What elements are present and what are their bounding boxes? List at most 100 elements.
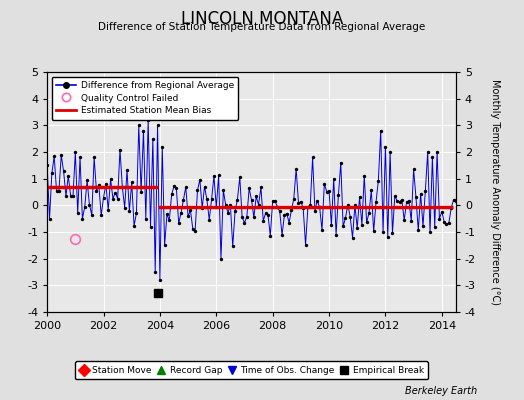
Point [174,220,183,227]
Point [83,177,91,184]
Point [210,173,218,179]
Point [393,198,401,204]
Point [195,176,204,183]
Point [365,210,373,216]
Point [398,196,406,203]
Point [301,242,310,248]
Point [304,204,312,210]
Text: Difference of Station Temperature Data from Regional Average: Difference of Station Temperature Data f… [99,22,425,32]
Point [313,198,322,204]
Point [309,154,317,161]
Point [452,198,460,204]
Point [177,210,185,216]
Point [127,179,136,186]
Point [67,193,75,199]
Point [121,205,129,211]
Point [297,198,305,205]
Point [193,187,202,194]
Point [433,149,441,155]
Point [450,197,458,203]
Point [222,202,230,208]
Point [189,226,197,232]
Point [184,213,192,220]
Point [97,212,105,218]
Point [423,149,432,155]
Point [109,196,117,202]
Point [294,200,303,206]
Point [395,198,403,205]
Point [287,207,296,213]
Point [247,197,256,203]
Point [463,149,472,156]
Point [57,152,66,158]
Point [212,204,221,210]
Point [259,218,267,224]
Point [458,174,467,181]
Point [92,188,101,194]
Point [369,228,378,234]
Point [417,190,425,197]
Point [407,218,416,224]
Point [358,222,366,228]
Point [233,196,242,203]
Point [203,196,211,203]
Point [186,207,194,214]
Point [461,209,470,215]
Point [341,215,350,221]
Point [132,210,140,216]
Point [419,223,427,229]
Point [363,219,371,226]
Point [81,204,89,210]
Point [322,188,331,195]
Point [414,227,422,234]
Point [282,210,291,217]
Point [102,181,110,188]
Point [315,204,324,210]
Point [440,218,449,225]
Point [54,188,63,194]
Point [205,216,213,223]
Point [137,189,145,195]
Point [219,187,227,194]
Point [85,202,94,208]
Point [254,202,263,208]
Point [144,117,152,123]
Point [170,183,178,189]
Point [106,176,115,182]
Point [257,184,265,190]
Point [214,172,223,178]
Point [249,214,258,220]
Point [276,208,284,214]
Point [367,187,376,194]
Point [52,188,61,194]
Point [346,214,354,220]
Point [90,154,99,160]
Text: Berkeley Earth: Berkeley Earth [405,386,477,396]
Point [181,184,190,190]
Point [156,277,164,283]
Point [228,243,237,250]
Point [381,144,390,150]
Point [264,211,272,218]
Point [130,223,138,229]
Point [442,221,451,228]
Point [208,196,216,203]
Point [344,202,352,208]
Point [45,216,53,222]
Point [50,153,58,160]
Point [386,149,394,155]
Point [125,208,134,214]
Point [271,198,279,205]
Point [172,185,181,191]
Point [48,170,56,176]
Point [245,185,254,192]
Point [59,168,68,174]
Point [447,205,455,212]
Point [400,217,408,224]
Point [332,232,340,238]
Point [135,122,143,128]
Legend: Station Move, Record Gap, Time of Obs. Change, Empirical Break: Station Move, Record Gap, Time of Obs. C… [75,362,428,380]
Point [311,207,319,214]
Point [388,230,397,236]
Point [69,193,77,199]
